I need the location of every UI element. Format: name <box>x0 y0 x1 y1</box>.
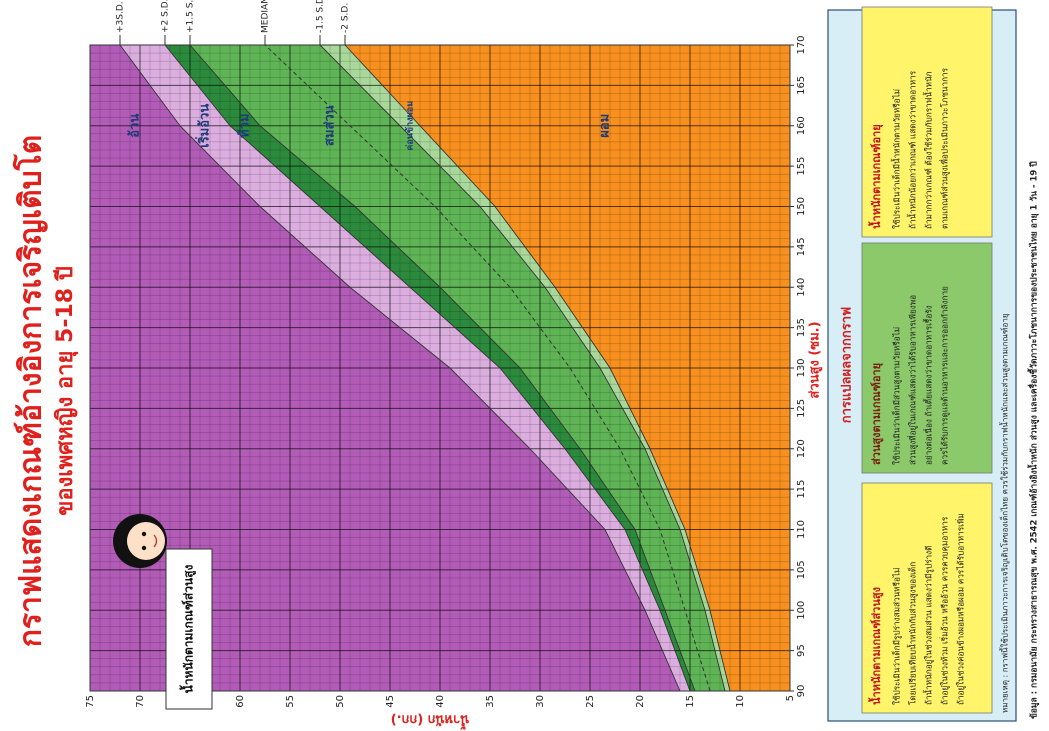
y-tick-label: 70 <box>135 695 146 708</box>
band-label: ท้วม <box>237 114 253 138</box>
x-tick-label: 140 <box>796 278 807 297</box>
x-tick-label: 150 <box>796 197 807 216</box>
sd-label: -2 S.D. <box>341 3 351 33</box>
band-label: เริ่มอ้วน <box>195 104 213 148</box>
sd-line <box>164 44 691 692</box>
x-tick-label: 125 <box>796 399 807 418</box>
y-tick-label: 55 <box>285 695 296 708</box>
info-box-title: น้ำหนักตามเกณฑ์อายุ <box>868 124 884 229</box>
info-box-text: ถ้ามากกว่าเกณฑ์ ต้องใช้ร่วมกับกราฟน้ำหนั… <box>923 71 934 229</box>
x-tick-label: 95 <box>796 644 807 657</box>
y-tick-label: 35 <box>485 695 496 708</box>
band-label: ผอม <box>598 114 613 138</box>
girl-face <box>127 522 165 560</box>
girl-eye <box>141 545 147 551</box>
sd-label: MEDIAN <box>261 0 271 33</box>
y-tick-label: 20 <box>635 695 646 708</box>
x-tick-label: 110 <box>796 520 807 539</box>
info-box-text: ถ้าอยู่ในช่วงค่อนข้างผอมหรือผอม ควรได้รั… <box>955 513 967 705</box>
sd-line <box>344 44 731 692</box>
info-box <box>861 242 993 474</box>
x-tick-label: 160 <box>796 116 807 135</box>
x-tick-label: 105 <box>796 560 807 579</box>
y-tick-label: 50 <box>335 695 346 708</box>
plot-frame <box>89 44 791 692</box>
x-tick-label: 100 <box>796 601 807 620</box>
y-tick-label: 15 <box>685 695 696 708</box>
sd-label: +1.5 S.D. <box>186 0 196 33</box>
band-label: สมส่วน <box>323 105 338 146</box>
x-tick-label: 170 <box>796 35 807 54</box>
info-box <box>861 6 993 238</box>
info-box-text: ถ้าน้ำหนักน้อยกว่าเกณฑ์ แสดงว่าขาดอาหาร <box>907 70 918 229</box>
info-box <box>861 482 993 714</box>
info-box-text: ควรได้รับการดูแลด้านอาหารและการออกกำลังก… <box>940 286 951 465</box>
sd-line <box>319 44 726 692</box>
sd-label: +2 S.D. <box>161 0 171 33</box>
x-tick-label: 120 <box>796 439 807 458</box>
info-box-text: ส่วนสูงที่อยู่ในเกณฑ์แสดงว่าได้รับอาหารเ… <box>907 295 919 465</box>
x-tick-label: 145 <box>796 237 807 256</box>
sd-line <box>189 44 696 692</box>
girl-mouth <box>153 534 158 548</box>
title: กราฟแสดงเกณฑ์อ้างอิงการเจริญเติบโต <box>12 135 49 647</box>
y-tick-label: 5 <box>785 695 796 701</box>
y-tick-label: 10 <box>735 695 746 708</box>
panel-title: การแปลผลจากกราฟ <box>840 307 855 423</box>
y-axis-title: น้ำหนัก (กก.) <box>391 712 470 731</box>
sd-label: -1.5 S.D. <box>316 0 326 33</box>
interpretation-panel: การแปลผลจากกราฟ หมายเหตุ : กราฟนี้ใช้ประ… <box>827 6 1017 722</box>
panel-note: หมายเหตุ : กราฟนี้ใช้ประเมินภาวะการเจริญ… <box>999 313 1011 713</box>
x-tick-label: 130 <box>796 358 807 377</box>
rotated-poster: กราฟแสดงเกณฑ์อ้างอิงการเจริญเติบโต ของเพ… <box>12 0 1040 731</box>
figure-label: น้ำหนักตามเกณฑ์ส่วนสูง <box>179 565 197 694</box>
y-tick-label: 75 <box>85 695 96 708</box>
x-tick-label: 135 <box>796 318 807 337</box>
y-tick-label: 30 <box>535 695 546 708</box>
y-tick-label: 45 <box>385 695 396 708</box>
info-box-title: ส่วนสูงตามเกณฑ์อายุ <box>870 363 884 465</box>
band-label: ค่อนข้างผอม <box>405 101 416 151</box>
info-box-title: น้ำหนักตามเกณฑ์ส่วนสูง <box>868 587 884 705</box>
info-box-text: ถ้าน้ำหนักอยู่ในช่วงสมส่วน แสดงว่ามีรูปร… <box>923 546 935 705</box>
y-tick-label: 40 <box>435 695 446 708</box>
info-box-text: โดยเปรียบเทียบน้ำหนักกับส่วนสูงของเด็ก <box>907 562 919 705</box>
girl-eye <box>141 531 147 537</box>
info-box-text: ใช้ประเมินว่าเด็กมีส่วนสูงตามวัยหรือไม่ <box>892 327 903 465</box>
info-box-text: ใช้ประเมินว่าเด็กมีน้ำหนักตามวัยหรือไม่ <box>891 89 902 229</box>
x-tick-label: 165 <box>796 76 807 95</box>
band-label: อ้วน <box>127 114 143 138</box>
x-tick-label: 90 <box>796 685 807 698</box>
info-box-text: ใช้ประเมินว่าเด็กมีรูปร่างสมส่วนหรือไม่ <box>892 568 903 705</box>
y-tick-label: 25 <box>585 695 596 708</box>
x-tick-label: 155 <box>796 157 807 176</box>
figure-label-box <box>165 548 213 710</box>
plot: 9095100105110115120125130135140145150155… <box>85 0 823 731</box>
sd-line <box>119 44 681 692</box>
x-tick-label: 115 <box>796 480 807 499</box>
info-box-text: อย่างต่อเนื่อง ถ้าเตี้ยแสดงว่าขาดอาหารเร… <box>923 305 934 465</box>
info-box-text: ถ้าอยู่ในช่วงท้วม เริ่มอ้วน หรืออ้วน ควร… <box>939 516 951 705</box>
sd-line <box>264 44 711 692</box>
x-axis-title: ส่วนสูง (ซม.) <box>808 321 823 398</box>
sd-label: +3S.D. <box>116 1 126 33</box>
y-tick-label: 60 <box>235 695 246 708</box>
info-box-text: ตามเกณฑ์ส่วนสูงเพื่อประเมินภาวะโภชนาการ <box>939 67 951 229</box>
source: ข้อมูล : กรมอนามัย กระทรวงสาธารณสุข พ.ศ.… <box>1027 161 1040 719</box>
subtitle: ของเพศหญิง อายุ 5-18 ปี <box>53 266 79 515</box>
